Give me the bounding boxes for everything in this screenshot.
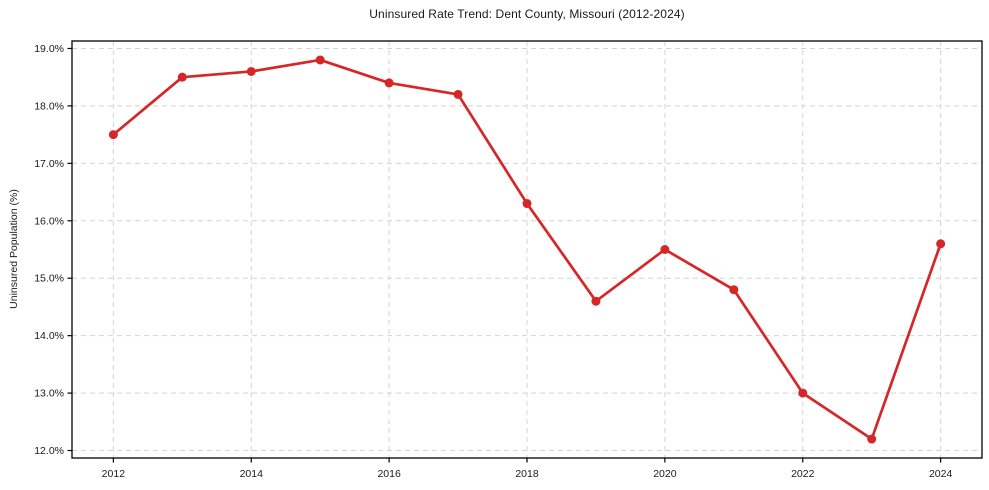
y-tick-label: 19.0% xyxy=(34,43,64,55)
x-tick-label: 2014 xyxy=(240,468,264,480)
data-point-2023 xyxy=(867,434,877,444)
y-tick-label: 12.0% xyxy=(34,445,64,457)
y-tick-label: 16.0% xyxy=(34,215,64,227)
data-point-2015 xyxy=(315,55,325,65)
data-point-2020 xyxy=(660,245,670,254)
y-axis-label: Uninsured Population (%) xyxy=(8,189,20,309)
x-tick-label: 2024 xyxy=(929,468,953,480)
y-tick-label: 13.0% xyxy=(34,388,64,400)
x-tick-label: 2012 xyxy=(102,468,126,480)
x-tick-label: 2022 xyxy=(791,468,815,480)
data-point-2018 xyxy=(522,199,532,209)
data-point-2024 xyxy=(936,239,946,249)
data-point-2019 xyxy=(591,296,601,306)
data-point-2013 xyxy=(177,72,187,82)
data-point-2012 xyxy=(108,130,118,140)
data-point-2022 xyxy=(798,388,808,398)
data-point-2021 xyxy=(729,285,739,295)
y-tick-label: 15.0% xyxy=(34,273,64,285)
data-point-2016 xyxy=(384,78,394,88)
x-tick-label: 2020 xyxy=(653,468,677,480)
y-tick-label: 17.0% xyxy=(34,158,64,170)
chart-title: Uninsured Rate Trend: Dent County, Misso… xyxy=(369,7,685,21)
y-tick-label: 14.0% xyxy=(34,330,64,342)
data-point-2014 xyxy=(246,66,256,76)
y-tick-label: 18.0% xyxy=(34,100,64,112)
x-tick-label: 2016 xyxy=(377,468,401,480)
x-tick-label: 2018 xyxy=(515,468,539,480)
data-point-2017 xyxy=(453,89,463,99)
